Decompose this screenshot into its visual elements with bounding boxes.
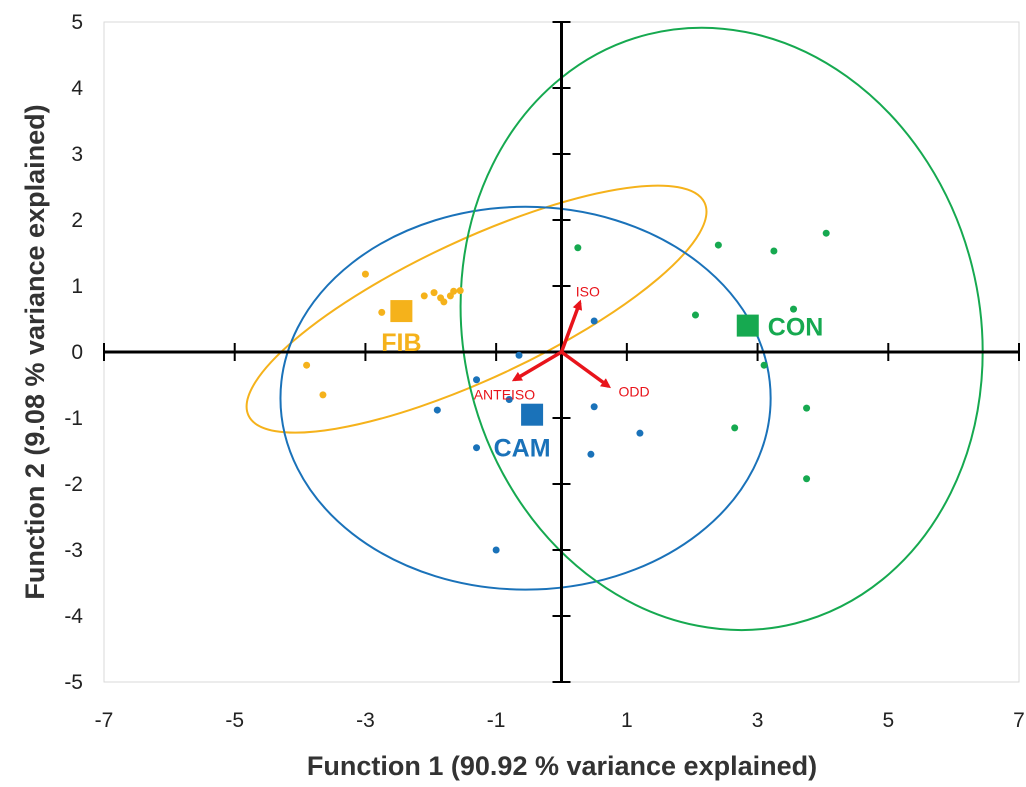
- group-label-con: CON: [768, 314, 824, 342]
- point-con: [731, 424, 739, 432]
- x-tick-label: 1: [621, 709, 633, 732]
- y-tick-label: 4: [71, 77, 83, 100]
- point-con: [803, 475, 811, 483]
- point-con: [790, 305, 798, 313]
- point-cam: [473, 376, 481, 384]
- point-cam: [473, 444, 481, 452]
- y-tick-label: 5: [71, 11, 83, 34]
- vector-label-odd: ODD: [619, 383, 650, 399]
- point-fib: [440, 298, 448, 306]
- point-cam: [590, 317, 598, 325]
- group-label-fib: FIB: [381, 329, 421, 357]
- vector-odd: [560, 350, 611, 389]
- point-cam: [433, 406, 441, 414]
- y-tick-label: -5: [64, 671, 83, 694]
- point-con: [574, 244, 582, 252]
- y-tick-label: -4: [64, 605, 83, 628]
- point-con: [760, 361, 768, 369]
- y-tick-label: 3: [71, 143, 83, 166]
- x-tick-label: 5: [882, 709, 894, 732]
- vector-label-iso: ISO: [576, 284, 600, 300]
- point-con: [714, 241, 722, 249]
- centroid-cam: [521, 403, 544, 426]
- point-fib: [303, 361, 311, 369]
- point-cam: [636, 429, 644, 437]
- x-tick-label: -3: [356, 709, 375, 732]
- point-fib: [420, 292, 428, 300]
- group-label-cam: CAM: [494, 435, 551, 463]
- centroids-layer: FIB CAM CON: [381, 300, 823, 463]
- point-con: [691, 311, 699, 319]
- point-fib: [319, 391, 327, 399]
- y-axis-title: Function 2 (9.08 % variance explained): [20, 104, 50, 599]
- vector-label-anteiso: ANTEISO: [474, 387, 536, 403]
- point-cam: [587, 450, 595, 458]
- y-tick-label: 2: [71, 209, 83, 232]
- vector-iso: [559, 299, 583, 353]
- x-tick-label: -1: [487, 709, 506, 732]
- centroid-fib: [390, 300, 413, 323]
- tick-labels-layer: -7 -5 -3 -1 1 3 5 7 -5 -4 -3 -2 -1 0 1 2 3 4 5: [64, 11, 1025, 732]
- y-tick-label: -1: [64, 407, 83, 430]
- x-tick-label: -7: [95, 709, 114, 732]
- centroid-con: [736, 314, 759, 337]
- y-tick-label: -2: [64, 473, 83, 496]
- point-cam: [492, 546, 500, 554]
- ellipse-cam: [279, 205, 772, 591]
- point-fib: [456, 287, 464, 295]
- point-con: [822, 229, 830, 237]
- points-layer: [303, 229, 830, 554]
- ellipse-con: [459, 26, 984, 632]
- point-fib: [361, 270, 369, 278]
- point-con: [770, 247, 778, 255]
- ellipses-layer: [245, 26, 984, 632]
- point-cam: [515, 351, 523, 359]
- vectors-layer: ISO ANTEISO ODD: [474, 284, 650, 403]
- y-tick-label: 1: [71, 275, 83, 298]
- ellipse-fib: [245, 184, 708, 434]
- point-fib: [450, 287, 458, 295]
- point-cam: [505, 396, 513, 404]
- x-tick-label: -5: [225, 709, 244, 732]
- point-cam: [590, 403, 598, 411]
- x-tick-label: 3: [752, 709, 764, 732]
- y-tick-label: -3: [64, 539, 83, 562]
- point-con: [803, 404, 811, 412]
- y-tick-label: 0: [71, 341, 83, 364]
- x-axis-title: Function 1 (90.92 % variance explained): [307, 751, 817, 781]
- point-fib: [430, 289, 438, 297]
- x-tick-label: 7: [1013, 709, 1025, 732]
- point-fib: [378, 308, 386, 316]
- vector-anteiso: [511, 350, 563, 382]
